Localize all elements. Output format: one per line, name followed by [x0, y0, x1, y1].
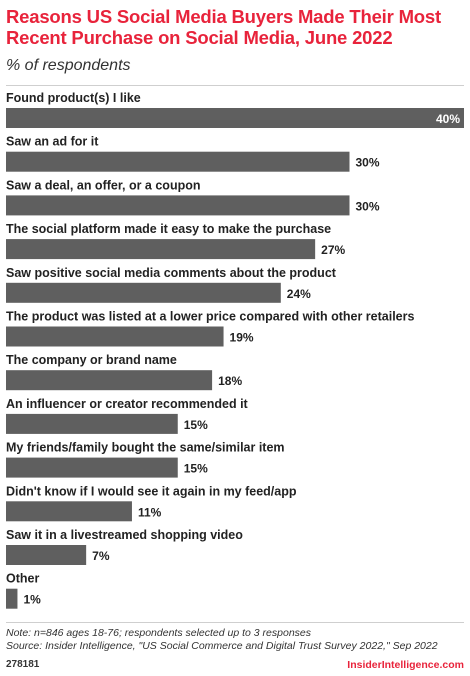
category-label: The product was listed at a lower price … — [6, 310, 414, 324]
value-label: 24% — [287, 287, 311, 301]
category-label: Found product(s) I like — [6, 91, 141, 105]
bottom-divider — [6, 622, 464, 623]
bar — [6, 326, 224, 347]
source-line: Source: Insider Intelligence, "US Social… — [6, 640, 438, 652]
category-label: The social platform made it easy to make… — [6, 222, 331, 236]
footnote: Note: n=846 ages 18-76; respondents sele… — [6, 627, 312, 639]
bar — [6, 545, 87, 565]
category-label: Saw an ad for it — [6, 135, 99, 149]
category-label: Saw positive social media comments about… — [6, 266, 337, 280]
value-label: 18% — [218, 374, 242, 388]
value-label: 27% — [321, 243, 345, 257]
value-label: 40% — [436, 112, 460, 126]
chart-title: Reasons US Social Media Buyers Made Thei… — [6, 6, 441, 48]
value-label: 19% — [230, 331, 254, 345]
category-label: Other — [6, 572, 39, 586]
brand-link[interactable]: InsiderIntelligence.com — [347, 659, 464, 671]
value-label: 1% — [23, 593, 41, 607]
category-label: Saw a deal, an offer, or a coupon — [6, 178, 201, 192]
bar — [6, 457, 178, 478]
chart-subtitle: % of respondents — [6, 57, 131, 74]
bar — [6, 370, 213, 391]
bar — [6, 282, 281, 303]
value-label: 15% — [184, 418, 208, 432]
category-label: The company or brand name — [6, 353, 177, 367]
value-label: 30% — [356, 156, 380, 170]
bar — [6, 239, 316, 260]
bar — [6, 501, 132, 522]
chart-id: 278181 — [6, 659, 40, 670]
category-label: Saw it in a livestreamed shopping video — [6, 528, 243, 542]
bar — [6, 413, 178, 434]
category-label: My friends/family bought the same/simila… — [6, 441, 285, 455]
bar-chart: Found product(s) I like 40% Saw an ad for … — [6, 91, 464, 609]
category-label: Didn't know if I would see it again in m… — [6, 484, 297, 498]
chart-footer: Note: n=846 ages 18-76; respondents sele… — [6, 627, 464, 653]
bar — [6, 151, 350, 172]
value-label: 7% — [92, 549, 110, 563]
bar — [6, 195, 350, 216]
value-label: 15% — [184, 462, 208, 476]
bar — [6, 108, 464, 128]
top-divider — [6, 85, 464, 86]
bar — [6, 588, 18, 609]
value-label: 30% — [356, 199, 380, 213]
category-label: An influencer or creator recommended it — [6, 397, 249, 411]
value-label: 11% — [138, 505, 162, 519]
